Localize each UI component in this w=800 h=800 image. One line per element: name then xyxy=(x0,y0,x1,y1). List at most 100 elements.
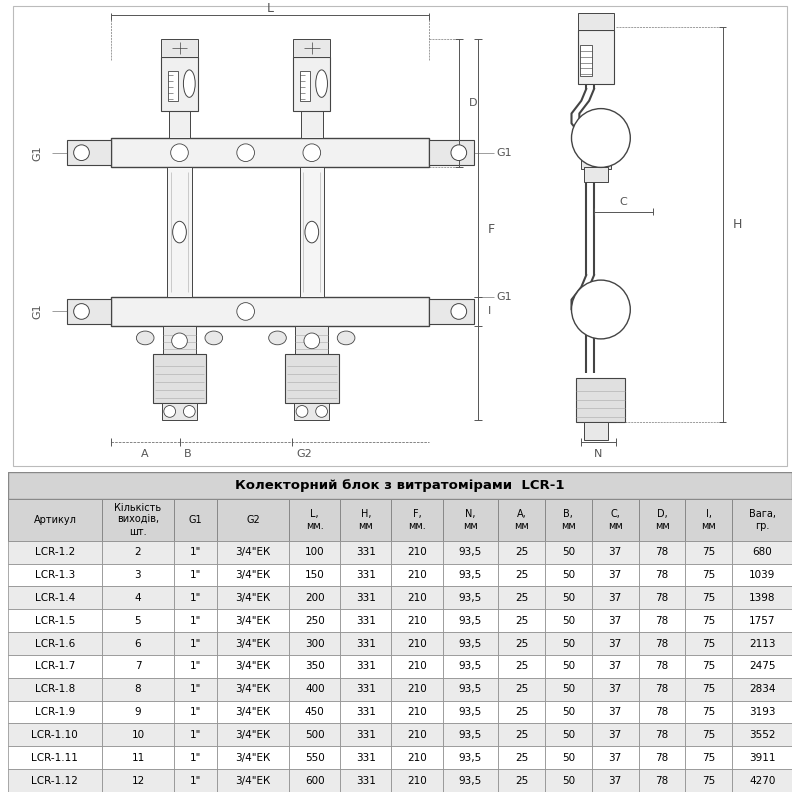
Text: 93,5: 93,5 xyxy=(458,547,482,558)
Text: 9: 9 xyxy=(134,707,142,717)
Text: 250: 250 xyxy=(305,616,325,626)
Bar xyxy=(174,632,217,655)
Bar xyxy=(391,541,442,564)
Bar xyxy=(430,298,474,324)
Bar xyxy=(584,167,608,182)
Bar xyxy=(638,499,686,541)
Bar xyxy=(340,632,391,655)
Text: 93,5: 93,5 xyxy=(458,570,482,580)
Text: 25: 25 xyxy=(515,616,528,626)
Text: G1: G1 xyxy=(32,304,42,319)
Text: 331: 331 xyxy=(356,662,376,671)
Bar xyxy=(545,701,592,723)
Text: 3/4"ЕК: 3/4"ЕК xyxy=(235,638,270,649)
Bar xyxy=(293,39,330,57)
Text: F,
мм.: F, мм. xyxy=(408,509,426,531)
Text: Вага,
гр.: Вага, гр. xyxy=(749,509,776,531)
Bar xyxy=(391,610,442,632)
Text: G2: G2 xyxy=(246,515,260,525)
Bar xyxy=(732,701,792,723)
Bar xyxy=(686,655,732,678)
Text: 450: 450 xyxy=(305,707,325,717)
Bar xyxy=(732,610,792,632)
Text: H,
мм: H, мм xyxy=(358,509,374,531)
Bar xyxy=(732,655,792,678)
Bar xyxy=(102,541,174,564)
Text: 78: 78 xyxy=(655,616,669,626)
Text: 3/4"ЕК: 3/4"ЕК xyxy=(235,775,270,786)
Text: 3/4"ЕК: 3/4"ЕК xyxy=(235,570,270,580)
Bar xyxy=(174,746,217,769)
Bar xyxy=(294,402,330,420)
Bar xyxy=(290,769,340,792)
Bar xyxy=(217,746,290,769)
Text: 331: 331 xyxy=(356,638,376,649)
Ellipse shape xyxy=(338,331,355,345)
Text: B,
мм: B, мм xyxy=(561,509,576,531)
Text: 5: 5 xyxy=(134,616,142,626)
Text: A,
мм: A, мм xyxy=(514,509,529,531)
Bar xyxy=(174,610,217,632)
Bar xyxy=(290,746,340,769)
Bar xyxy=(442,610,498,632)
Bar xyxy=(638,655,686,678)
Bar xyxy=(592,746,638,769)
Bar xyxy=(686,564,732,586)
Text: 1": 1" xyxy=(190,684,201,694)
Bar xyxy=(545,632,592,655)
Text: G1: G1 xyxy=(496,148,512,158)
Text: 210: 210 xyxy=(407,570,427,580)
Bar xyxy=(217,541,290,564)
Bar xyxy=(686,610,732,632)
Text: LCR-1.7: LCR-1.7 xyxy=(34,662,75,671)
Text: LCR-1.9: LCR-1.9 xyxy=(34,707,75,717)
Bar xyxy=(168,71,178,101)
Bar xyxy=(153,354,206,402)
Text: 2475: 2475 xyxy=(749,662,775,671)
Bar xyxy=(340,701,391,723)
Bar xyxy=(217,701,290,723)
Bar xyxy=(340,499,391,541)
Text: 37: 37 xyxy=(609,775,622,786)
Bar xyxy=(290,541,340,564)
Ellipse shape xyxy=(316,70,327,98)
Text: 11: 11 xyxy=(131,753,145,762)
Text: 50: 50 xyxy=(562,662,575,671)
Text: 75: 75 xyxy=(702,753,715,762)
Bar xyxy=(686,678,732,701)
Text: 37: 37 xyxy=(609,616,622,626)
Bar xyxy=(217,564,290,586)
Text: 75: 75 xyxy=(702,684,715,694)
Text: G1: G1 xyxy=(189,515,202,525)
Bar xyxy=(592,499,638,541)
Text: 75: 75 xyxy=(702,547,715,558)
Bar xyxy=(545,586,592,610)
Bar xyxy=(102,564,174,586)
Text: 3/4"ЕК: 3/4"ЕК xyxy=(235,593,270,603)
Text: 75: 75 xyxy=(702,707,715,717)
Text: 93,5: 93,5 xyxy=(458,662,482,671)
Bar xyxy=(340,723,391,746)
Circle shape xyxy=(451,145,466,161)
Text: 78: 78 xyxy=(655,593,669,603)
Bar xyxy=(686,632,732,655)
Text: 50: 50 xyxy=(562,730,575,740)
Text: 7: 7 xyxy=(134,662,142,671)
Bar xyxy=(498,586,545,610)
Bar xyxy=(174,655,217,678)
Text: 3/4"ЕК: 3/4"ЕК xyxy=(235,730,270,740)
Bar xyxy=(584,422,608,440)
Text: 200: 200 xyxy=(305,593,325,603)
Text: 331: 331 xyxy=(356,593,376,603)
Bar xyxy=(174,586,217,610)
Bar xyxy=(340,586,391,610)
Bar xyxy=(290,586,340,610)
Text: 3/4"ЕК: 3/4"ЕК xyxy=(235,547,270,558)
Text: 1": 1" xyxy=(190,662,201,671)
Bar xyxy=(638,541,686,564)
Bar xyxy=(217,586,290,610)
Text: 78: 78 xyxy=(655,547,669,558)
Bar xyxy=(8,678,102,701)
Bar xyxy=(174,541,217,564)
Bar xyxy=(498,655,545,678)
